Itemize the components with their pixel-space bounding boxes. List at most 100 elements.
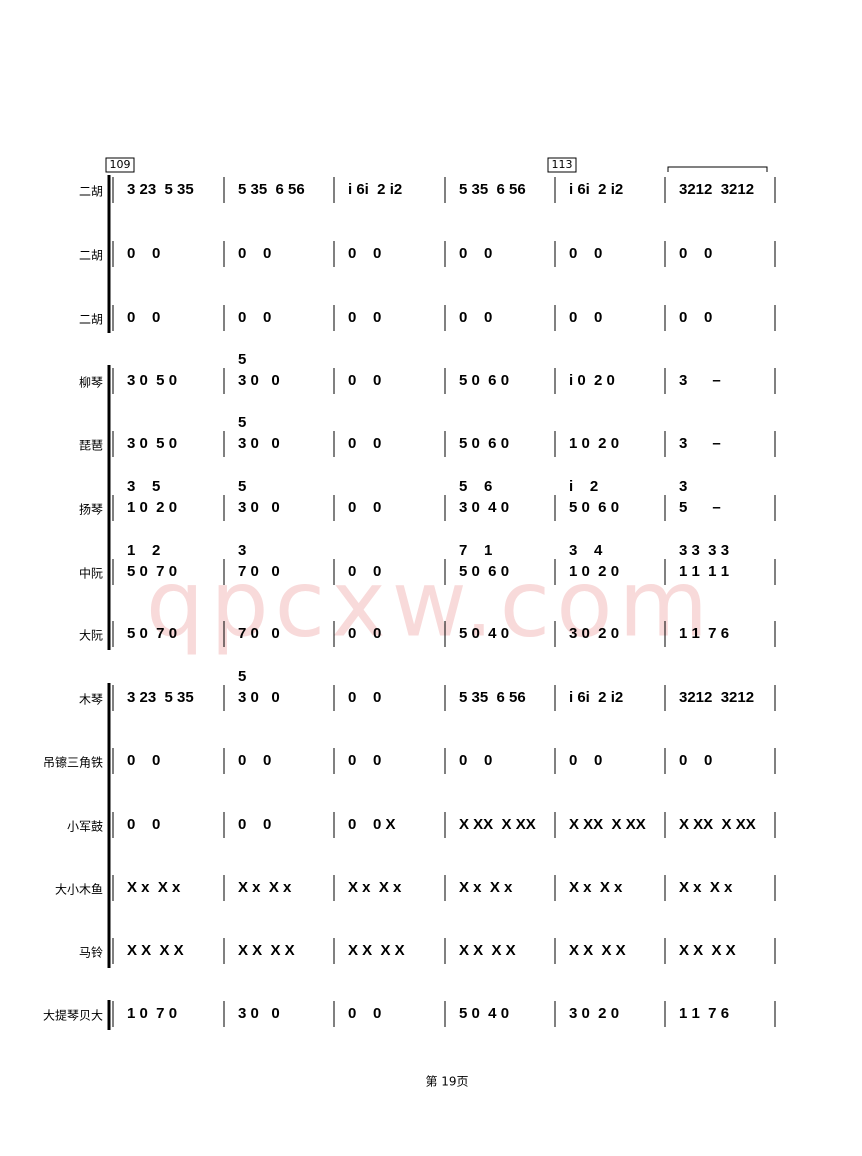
measure: 3 0 0 [238,435,280,452]
chord-upper: 3 [679,478,687,495]
instrument-label: 扬琴 [79,502,103,517]
measure: 5 0 6 0 [459,563,509,580]
measure: 0 0 [348,625,381,642]
measure: 5 35 6 56 [238,181,305,198]
measure: 0 0 [348,309,381,326]
measure-number: 113 [552,158,573,171]
measure: X x X x [459,879,513,896]
measure: X X X X [127,942,184,959]
chord-upper: 5 [238,478,246,495]
measure: 0 0 [679,309,712,326]
measure: 0 0 [348,1005,381,1022]
measure: 0 0 [569,309,602,326]
measure: X X X X [569,942,626,959]
watermark: qpcxw.com [146,550,714,657]
instrument-label: 吊镲三角铁 [43,756,103,770]
measure: 1 1 7 6 [679,1005,729,1022]
chord-upper: 5 [238,668,246,685]
measure: 0 0 [459,752,492,769]
measure: 1 0 2 0 [569,563,619,580]
chord-upper: 3 3 3 3 [679,542,729,559]
measure: X x X x [679,879,733,896]
measure: 3 0 4 0 [459,499,509,516]
measure: 3 – [679,372,721,389]
chord-upper: 3 4 [569,542,603,559]
measure: 3 – [679,435,721,452]
instrument-label: 马铃 [79,945,103,960]
chord-upper: 3 [238,542,246,559]
measure: X x X x [569,879,623,896]
measure-number: 109 [110,158,131,171]
measure: 1 1 1 1 [679,563,729,580]
measure: 0 0 [679,245,712,262]
chord-upper: 3 5 [127,478,160,495]
measure: 5 0 6 0 [569,499,619,516]
measure: 0 0 [127,309,160,326]
measure: 0 0 [459,245,492,262]
measure: 0 0 [238,309,271,326]
chord-upper: 7 1 [459,542,492,559]
measure: 3 0 2 0 [569,625,619,642]
measure: 1 0 7 0 [127,1005,177,1022]
measure: 5 35 6 56 [459,181,526,198]
measure: 5 35 6 56 [459,689,526,706]
measure: 3 0 0 [238,499,280,516]
measure: 0 0 [459,309,492,326]
measure: 0 0 [238,752,271,769]
measure: X x X x [348,879,402,896]
measure: 5 0 6 0 [459,372,509,389]
measure: 0 0 [348,245,381,262]
instrument-label: 二胡 [79,313,103,327]
measure: i 6i 2 i2 [569,181,623,198]
measure: i 6i 2 i2 [569,689,623,706]
measure: 0 0 [127,245,160,262]
measure: 0 0 [127,816,160,833]
instrument-label: 琵琶 [79,439,103,453]
measure: 3 0 0 [238,372,280,389]
measure: 3212 3212 [679,181,754,198]
measure: 3 0 5 0 [127,435,177,452]
instrument-label: 大提琴贝大 [43,1008,103,1023]
measure: X X X X [238,942,295,959]
measure: 5 0 6 0 [459,435,509,452]
measure: 0 0 [348,563,381,580]
measure: 5 – [679,499,721,516]
measure: 1 1 7 6 [679,625,729,642]
measure: X x X x [127,879,181,896]
measure: 3 0 2 0 [569,1005,619,1022]
instrument-label: 木琴 [79,693,103,707]
measure: X X X X [679,942,736,959]
measure: 0 0 [348,499,381,516]
instrument-label: 柳琴 [79,376,103,390]
page-footer: 第 19页 [425,1075,468,1089]
measure: i 0 2 0 [569,372,615,389]
instrument-label: 大小木鱼 [55,883,103,897]
measure: X XX X XX [679,816,756,833]
measure: X XX X XX [569,816,646,833]
measure: 3 0 0 [238,689,280,706]
measure: 3 0 0 [238,1005,280,1022]
measure: 1 0 2 0 [569,435,619,452]
measure: 3212 3212 [679,689,754,706]
chord-upper: i 2 [569,478,598,495]
measure: 7 0 0 [238,625,280,642]
measure: 0 0 [569,752,602,769]
measure: 0 0 X [348,816,396,833]
instrument-label: 二胡 [79,185,103,199]
instrument-label: 二胡 [79,249,103,263]
measure: 3 23 5 35 [127,181,194,198]
measure: i 6i 2 i2 [348,181,402,198]
measure: 1 0 2 0 [127,499,177,516]
measure: 0 0 [569,245,602,262]
measure-number-box [105,157,135,173]
measure: X x X x [238,879,292,896]
measure: 3 0 5 0 [127,372,177,389]
measure: 5 0 7 0 [127,625,177,642]
instrument-label: 大阮 [79,629,103,643]
measure: 7 0 0 [238,563,280,580]
chord-upper: 5 [238,351,246,368]
chord-upper: 5 [238,414,246,431]
chord-upper: 5 6 [459,478,492,495]
measure: 0 0 [679,752,712,769]
